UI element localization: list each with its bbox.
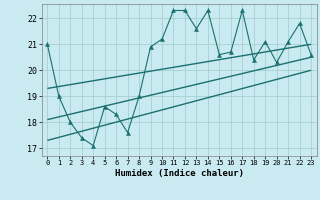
X-axis label: Humidex (Indice chaleur): Humidex (Indice chaleur) <box>115 169 244 178</box>
